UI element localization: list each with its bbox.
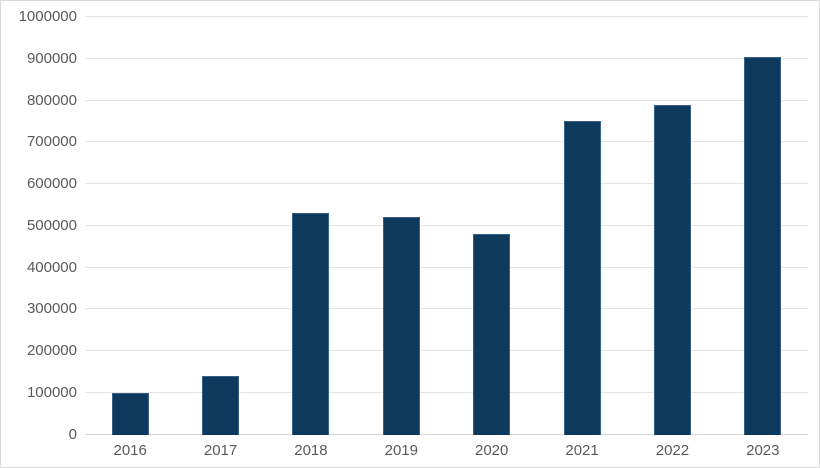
gridline: [85, 57, 808, 59]
y-tick-label-600000: 600000: [26, 175, 77, 192]
gridline: [85, 99, 808, 101]
x-tick-label-2023: 2023: [746, 441, 780, 459]
gridline: [85, 16, 808, 17]
bar-2022[interactable]: [653, 104, 691, 435]
x-tick-label-2019: 2019: [384, 441, 418, 459]
gridline: [85, 183, 808, 184]
x-tick-label-2022: 2022: [655, 441, 690, 459]
y-tick-label-800000: 800000: [26, 91, 77, 109]
bar-2023[interactable]: [744, 56, 782, 435]
y-tick-label-200000: 200000: [26, 342, 77, 359]
gridline: [85, 308, 808, 310]
y-tick-label-100000: 100000: [26, 383, 77, 401]
bar-2021[interactable]: [563, 121, 601, 435]
gridline: [85, 350, 808, 351]
x-tick-label-2021: 2021: [565, 441, 599, 459]
y-tick-label-700000: 700000: [26, 133, 77, 151]
x-axis: 2016 2017 2018 2019 2020 2021 2022 2023: [85, 435, 808, 465]
x-axis-line: [85, 433, 808, 435]
gridline: [85, 141, 808, 143]
plot-area: [85, 16, 808, 435]
x-tick-label-2018: 2018: [294, 441, 328, 459]
y-tick-label-900000: 900000: [26, 49, 77, 67]
y-tick-label-300000: 300000: [26, 300, 77, 318]
bar-2018[interactable]: [292, 213, 330, 435]
y-tick-label-1000000: 1000000: [18, 8, 77, 25]
x-tick-label-2016: 2016: [113, 441, 147, 459]
gridline: [85, 224, 808, 226]
bar-2019[interactable]: [382, 217, 420, 435]
gridline: [85, 391, 808, 393]
y-tick-label-500000: 500000: [26, 216, 77, 234]
x-tick-label-2017: 2017: [203, 441, 238, 459]
y-axis: 0 100000 200000 300000 400000 500000 600000 700…: [1, 1, 77, 467]
x-tick-label-2020: 2020: [475, 441, 509, 459]
bar-2020[interactable]: [473, 234, 511, 435]
bar-2017[interactable]: [202, 376, 240, 435]
y-tick-label-400000: 400000: [26, 258, 77, 276]
bar-2016[interactable]: [111, 392, 149, 435]
y-tick-label-0: 0: [68, 425, 77, 443]
gridline: [85, 266, 808, 268]
